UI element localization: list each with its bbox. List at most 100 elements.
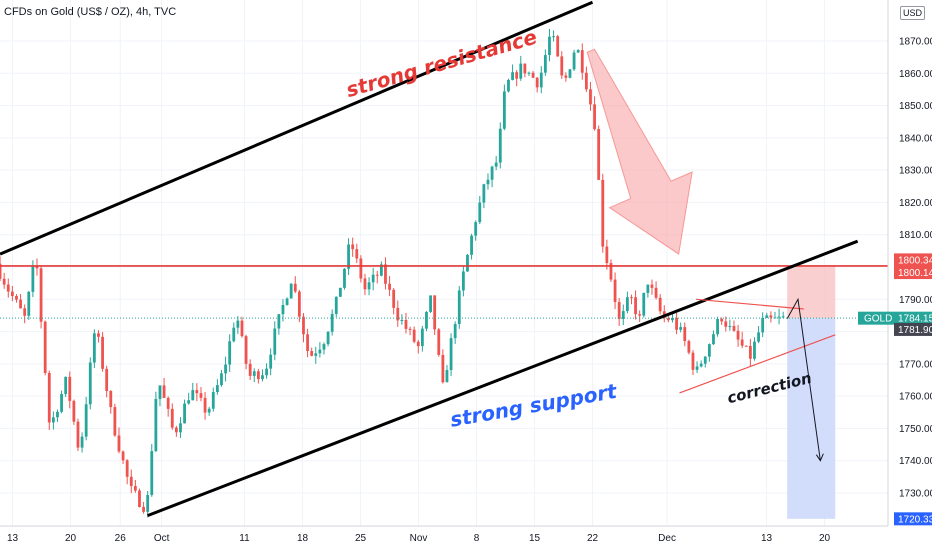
candle-body xyxy=(576,50,580,53)
candle-body xyxy=(203,397,207,413)
candle xyxy=(125,459,129,485)
candle-body xyxy=(461,271,465,291)
price-tag-bg xyxy=(894,311,932,325)
candle xyxy=(142,501,145,514)
candles xyxy=(0,28,785,518)
candle-body xyxy=(174,427,178,433)
candle xyxy=(199,387,203,402)
candle xyxy=(679,322,683,333)
candle-body xyxy=(318,349,322,354)
candle xyxy=(404,312,408,334)
candle xyxy=(728,319,732,331)
projection-path xyxy=(786,297,821,461)
candle-body xyxy=(769,315,773,318)
price-tag: 1720.33 xyxy=(894,512,932,526)
price-tag-bg xyxy=(894,512,932,526)
candle xyxy=(215,379,219,395)
candle xyxy=(449,333,453,377)
x-tick-label: 25 xyxy=(355,533,367,544)
candle-body xyxy=(289,283,293,299)
candle xyxy=(781,311,785,319)
candle-body xyxy=(535,77,539,88)
candle-body xyxy=(593,104,596,130)
candle-body xyxy=(15,296,18,300)
candle-body xyxy=(753,341,756,359)
x-tick-label: 13 xyxy=(761,533,773,544)
candle xyxy=(531,70,535,79)
price-tag-value: 1800.34 xyxy=(898,255,932,266)
candle xyxy=(601,173,605,253)
candle xyxy=(318,342,322,358)
candle xyxy=(236,316,240,334)
candle-body xyxy=(220,373,223,386)
candle xyxy=(498,122,502,169)
candle-body xyxy=(92,333,96,363)
candle-body xyxy=(384,264,387,284)
candle xyxy=(703,356,707,368)
candle-body xyxy=(511,72,514,80)
candle-body xyxy=(375,274,379,276)
candle-body xyxy=(601,179,605,247)
candle-body xyxy=(761,317,765,333)
candle xyxy=(621,304,625,326)
annotation-label: strong support xyxy=(448,379,620,432)
candle-body xyxy=(453,324,457,339)
candle xyxy=(314,346,318,364)
candle xyxy=(712,330,715,345)
y-tick-label: 1830.00 xyxy=(899,166,932,177)
candle xyxy=(326,331,330,347)
x-tick-label: Dec xyxy=(658,533,676,544)
candle xyxy=(630,294,633,305)
x-tick-label: 18 xyxy=(297,533,309,544)
candle xyxy=(470,233,473,260)
y-tick-label: 1760.00 xyxy=(899,392,932,403)
price-tag-value: 1800.14 xyxy=(898,268,932,279)
candle-body xyxy=(404,319,408,329)
candle-body xyxy=(748,345,752,359)
candle xyxy=(412,326,416,344)
candle-body xyxy=(556,36,560,57)
candle xyxy=(515,70,519,87)
candle xyxy=(433,295,437,336)
candle-body xyxy=(166,397,170,409)
candle-body xyxy=(552,36,555,38)
candle-body xyxy=(19,299,22,309)
candle-body xyxy=(625,297,629,312)
candle xyxy=(174,425,178,437)
candle xyxy=(519,55,523,81)
candle-body xyxy=(310,350,314,356)
candle-body xyxy=(322,344,326,350)
candle-body xyxy=(68,376,72,401)
candle-body xyxy=(605,246,609,264)
candle-body xyxy=(478,202,482,223)
candle xyxy=(101,332,104,372)
candle xyxy=(261,369,264,382)
candle xyxy=(638,310,642,323)
candle xyxy=(183,399,186,424)
symbol-title: CFDs on Gold (US$ / OZ), 4h, TVC xyxy=(4,6,177,18)
candle xyxy=(466,254,469,272)
candle xyxy=(420,325,424,352)
candle-body xyxy=(76,421,80,448)
candle xyxy=(511,64,514,81)
candle xyxy=(203,391,207,420)
candle xyxy=(343,268,346,290)
candle-body xyxy=(568,69,572,78)
candle xyxy=(486,173,490,190)
candle-body xyxy=(654,287,658,298)
candle xyxy=(154,391,158,453)
candle xyxy=(80,432,84,453)
candle xyxy=(416,339,420,354)
candle-body xyxy=(371,274,375,283)
candle xyxy=(490,165,494,188)
candle-body xyxy=(716,318,719,335)
candle xyxy=(453,321,457,344)
candle-body xyxy=(638,314,642,316)
stop-loss-zone xyxy=(787,265,836,319)
y-tick-label: 1850.00 xyxy=(899,101,932,112)
currency-button[interactable]: USD xyxy=(900,6,926,20)
candle-body xyxy=(498,128,502,163)
candle-body xyxy=(642,292,646,316)
candle-body xyxy=(515,72,519,79)
